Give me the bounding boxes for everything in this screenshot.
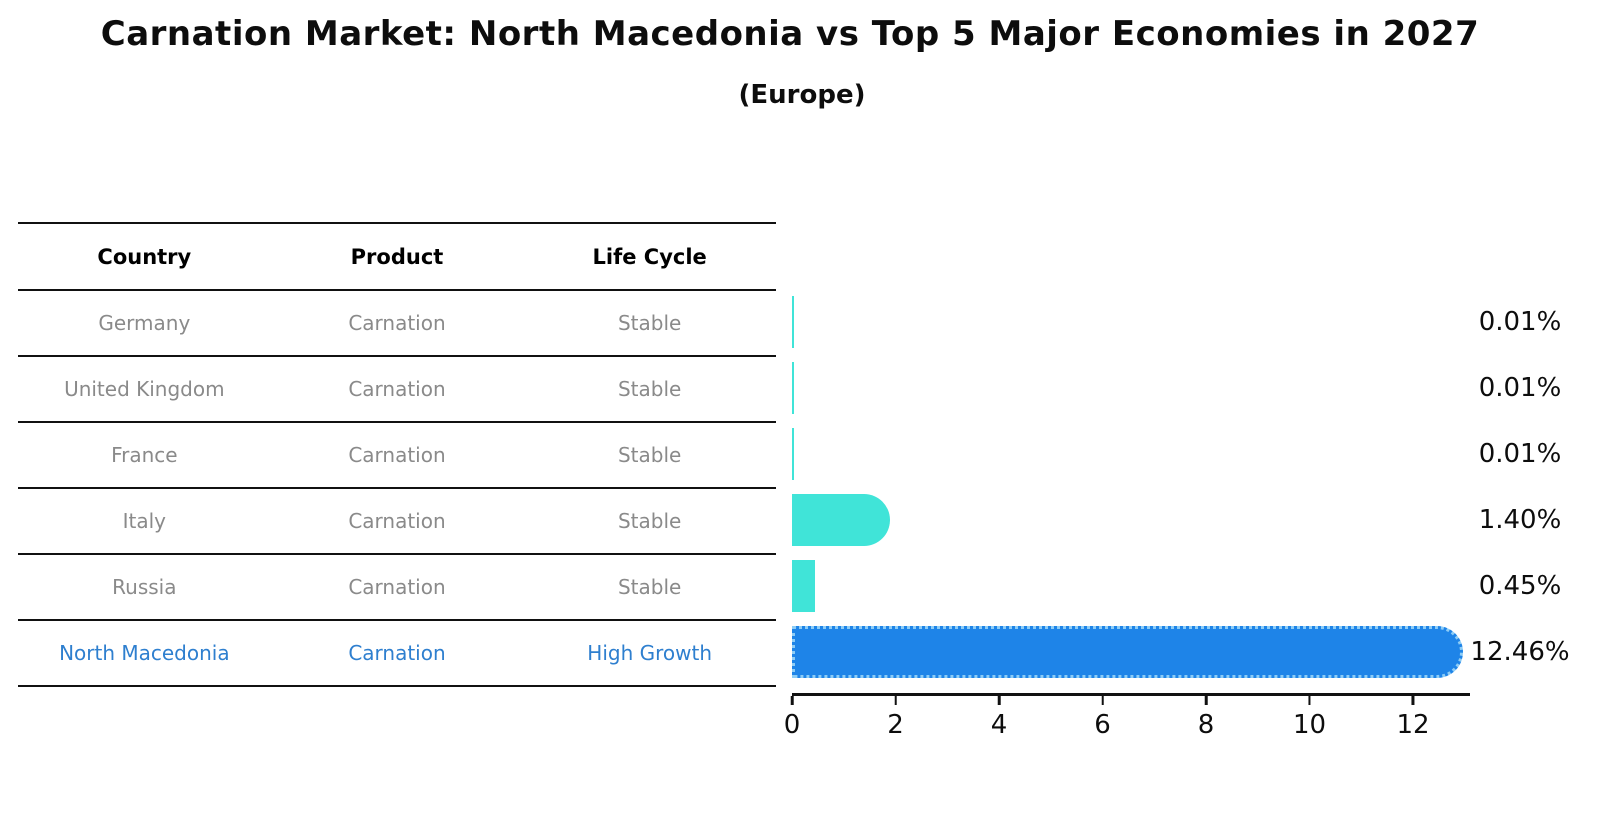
value-label: 0.45% bbox=[1478, 571, 1562, 601]
x-axis-tick: 2 bbox=[887, 696, 904, 740]
x-axis-tick: 6 bbox=[1094, 696, 1111, 740]
tick-mark bbox=[1101, 696, 1104, 705]
tick-label: 0 bbox=[783, 710, 801, 740]
tick-label: 10 bbox=[1292, 710, 1327, 740]
x-axis-tick: 8 bbox=[1197, 696, 1215, 740]
cell-product: Carnation bbox=[348, 641, 446, 665]
value-label: 1.40% bbox=[1478, 505, 1562, 535]
table-row-germany: Germany Carnation Stable bbox=[18, 291, 776, 357]
tick-mark bbox=[894, 696, 897, 705]
tick-label: 2 bbox=[887, 710, 904, 740]
value-label: 12.46% bbox=[1470, 637, 1570, 667]
col-header-country: Country bbox=[97, 244, 192, 269]
cell-life-cycle: Stable bbox=[617, 575, 682, 599]
cell-country: Italy bbox=[122, 509, 167, 533]
x-axis-tick: 12 bbox=[1396, 696, 1430, 740]
bar-united-kingdom bbox=[792, 362, 794, 414]
tick-mark bbox=[1204, 696, 1208, 705]
cell-product: Carnation bbox=[348, 575, 446, 599]
tick-label: 12 bbox=[1396, 710, 1430, 740]
table-row-north-macedonia: North Macedonia Carnation High Growth bbox=[18, 621, 776, 687]
bar-italy bbox=[792, 494, 891, 546]
value-label: 0.01% bbox=[1478, 307, 1562, 337]
table-row-russia: Russia Carnation Stable bbox=[18, 555, 776, 621]
cell-product: Carnation bbox=[348, 377, 446, 401]
tick-mark bbox=[1308, 696, 1311, 705]
chart-title: Carnation Market: North Macedonia vs Top… bbox=[100, 14, 1480, 54]
cell-country: Russia bbox=[112, 575, 177, 599]
cell-life-cycle: Stable bbox=[617, 377, 682, 401]
bar-france bbox=[792, 428, 794, 480]
cell-life-cycle: Stable bbox=[617, 443, 682, 467]
x-axis-tick: 4 bbox=[990, 696, 1008, 740]
cell-life-cycle: High Growth bbox=[587, 641, 713, 665]
x-axis-ticks: 0 2 4 6 8 10 12 bbox=[784, 696, 1470, 756]
cell-country: United Kingdom bbox=[64, 377, 225, 401]
bar-russia bbox=[792, 560, 816, 612]
cell-life-cycle: Stable bbox=[617, 509, 682, 533]
tick-label: 6 bbox=[1094, 710, 1111, 740]
cell-product: Carnation bbox=[348, 311, 446, 335]
value-label: 0.01% bbox=[1478, 439, 1562, 469]
cell-life-cycle: Stable bbox=[617, 311, 682, 335]
col-header-life-cycle: Life Cycle bbox=[592, 244, 707, 269]
tick-mark bbox=[790, 696, 794, 705]
x-axis-tick: 0 bbox=[783, 696, 801, 740]
bar-germany bbox=[792, 296, 794, 348]
cell-product: Carnation bbox=[348, 443, 446, 467]
tick-mark bbox=[1411, 696, 1415, 705]
tick-label: 8 bbox=[1197, 710, 1215, 740]
tick-label: 4 bbox=[990, 710, 1008, 740]
chart-subtitle: (Europe) bbox=[738, 80, 866, 110]
tick-mark bbox=[997, 696, 1001, 705]
table-row-italy: Italy Carnation Stable bbox=[18, 489, 776, 555]
table-row-united-kingdom: United Kingdom Carnation Stable bbox=[18, 357, 776, 423]
col-header-product: Product bbox=[350, 244, 444, 269]
bar-north-macedonia bbox=[792, 626, 1463, 678]
country-table: Country Product Life Cycle Germany Carna… bbox=[18, 222, 776, 687]
table-header-row: Country Product Life Cycle bbox=[18, 224, 776, 291]
bar-plot bbox=[792, 0, 1492, 823]
cell-country: North Macedonia bbox=[59, 641, 230, 665]
table-row-france: France Carnation Stable bbox=[18, 423, 776, 489]
x-axis-tick: 10 bbox=[1293, 696, 1326, 740]
value-label: 0.01% bbox=[1478, 373, 1562, 403]
cell-country: Germany bbox=[98, 311, 191, 335]
x-axis-line bbox=[792, 693, 1470, 696]
cell-product: Carnation bbox=[348, 509, 446, 533]
cell-country: France bbox=[111, 443, 178, 467]
